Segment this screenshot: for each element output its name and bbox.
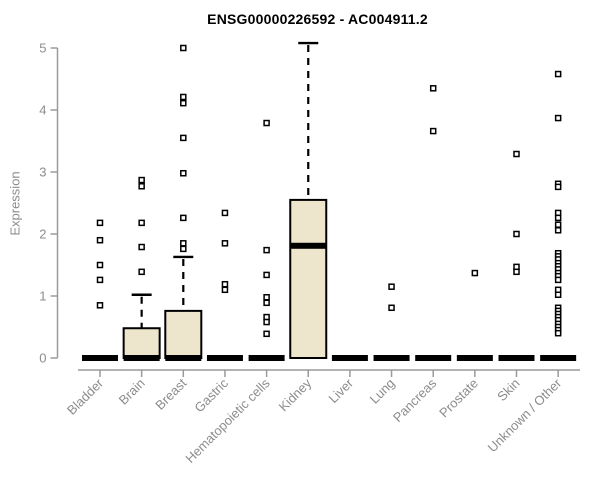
outlier-point — [429, 85, 437, 92]
outlier-point — [180, 245, 187, 253]
median-line — [165, 355, 202, 361]
median-line — [290, 242, 327, 249]
x-tick-label: Bladder — [64, 375, 107, 418]
outlier-point — [96, 261, 104, 269]
median-line — [331, 355, 368, 361]
y-tick-label: 0 — [39, 351, 46, 366]
x-tick-label: Prostate — [436, 376, 481, 421]
outlier-point — [554, 291, 562, 299]
outlier-point — [263, 119, 270, 127]
y-tick-label: 4 — [39, 103, 46, 118]
outlier-point — [263, 246, 270, 254]
outlier-point — [554, 276, 562, 284]
outlier-point — [180, 134, 187, 142]
box — [122, 327, 161, 359]
outlier-point — [180, 93, 187, 101]
category-hematopoietic-cells: Hematopoietic cells — [182, 119, 285, 466]
x-tick-label: Liver — [325, 375, 356, 406]
outlier-point — [554, 70, 562, 78]
outlier-point — [221, 280, 229, 288]
outlier-point — [138, 183, 145, 190]
category-brain: Brain — [116, 176, 161, 408]
outlier-point — [388, 304, 395, 312]
outlier-point — [554, 227, 562, 234]
y-tick-label: 5 — [39, 41, 46, 56]
y-tick-label: 3 — [39, 165, 46, 180]
outlier-point — [138, 243, 145, 251]
x-tick-label: Brain — [116, 376, 148, 408]
median-line — [498, 355, 535, 361]
outlier-point — [180, 99, 187, 107]
median-line — [123, 355, 160, 361]
category-lung: Lung — [367, 283, 410, 407]
outlier-point — [221, 286, 229, 294]
outlier-point — [263, 330, 270, 338]
outlier-point — [138, 219, 145, 227]
median-line — [540, 355, 577, 361]
median-line — [206, 355, 243, 361]
outlier-point — [471, 269, 479, 277]
x-tick-label: Unknown / Other — [485, 375, 565, 455]
outlier-point — [263, 293, 270, 301]
median-line — [373, 355, 410, 361]
outlier-point — [513, 230, 520, 238]
outlier-point — [96, 276, 104, 284]
x-tick-label: Pancreas — [390, 375, 440, 425]
outlier-point — [221, 209, 229, 217]
outlier-point — [263, 271, 270, 279]
category-bladder: Bladder — [64, 219, 118, 418]
chart-title: ENSG00000226592 - AC004911.2 — [207, 11, 428, 27]
outlier-point — [221, 240, 229, 247]
median-line — [415, 355, 452, 361]
outlier-point — [429, 127, 437, 135]
outlier-point — [554, 183, 562, 191]
outlier-point — [180, 240, 187, 247]
x-tick-label: Breast — [152, 375, 189, 412]
box — [164, 309, 203, 360]
outlier-point — [96, 302, 104, 309]
outlier-point — [554, 221, 562, 228]
outlier-point — [263, 299, 270, 307]
box — [289, 198, 328, 359]
median-line — [248, 355, 285, 361]
outlier-point — [263, 318, 270, 326]
outlier-point — [513, 150, 520, 158]
outlier-point — [138, 268, 145, 276]
outlier-point — [138, 176, 145, 184]
outlier-point — [554, 329, 562, 337]
x-tick-label: Gastric — [191, 375, 231, 415]
category-skin: Skin — [494, 150, 535, 404]
x-tick-label: Lung — [367, 376, 398, 407]
outlier-point — [388, 283, 395, 290]
outlier-point — [96, 236, 104, 244]
median-line — [456, 355, 493, 361]
median-line — [82, 355, 118, 361]
outlier-point — [554, 114, 562, 122]
outlier-point — [180, 169, 187, 177]
outlier-point — [554, 214, 562, 222]
outlier-point — [96, 219, 104, 227]
outlier-point — [180, 44, 187, 52]
y-tick-label: 2 — [39, 227, 46, 242]
x-tick-label: Kidney — [276, 375, 315, 414]
outlier-point — [513, 268, 520, 276]
y-tick-label: 1 — [39, 289, 46, 304]
x-tick-label: Skin — [494, 376, 522, 404]
category-kidney: Kidney — [276, 41, 328, 414]
outlier-point — [180, 214, 187, 222]
category-liver: Liver — [325, 355, 368, 406]
category-pancreas: Pancreas — [390, 85, 452, 425]
category-prostate: Prostate — [436, 269, 493, 421]
